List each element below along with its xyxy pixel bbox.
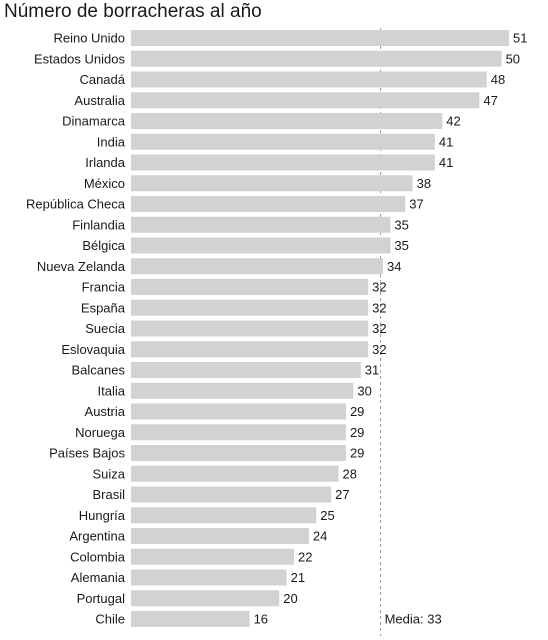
bar bbox=[131, 548, 295, 565]
value-label: 27 bbox=[335, 487, 349, 502]
category-label: Alemania bbox=[71, 570, 126, 585]
bar bbox=[131, 341, 369, 358]
category-label: República Checa bbox=[26, 197, 126, 212]
value-label: 24 bbox=[313, 529, 327, 544]
bar bbox=[131, 50, 502, 67]
value-label: 29 bbox=[350, 446, 364, 461]
bar bbox=[131, 507, 317, 524]
value-label: 48 bbox=[491, 72, 505, 87]
value-label: 41 bbox=[439, 134, 453, 149]
category-label: Suiza bbox=[92, 466, 125, 481]
category-label: Italia bbox=[98, 383, 126, 398]
bar bbox=[131, 258, 383, 275]
value-label: 29 bbox=[350, 425, 364, 440]
category-label: Estados Unidos bbox=[34, 51, 126, 66]
category-label: Portugal bbox=[77, 591, 126, 606]
category-label: Reino Unido bbox=[53, 31, 125, 46]
value-label: 42 bbox=[446, 114, 460, 129]
value-label: 16 bbox=[254, 612, 268, 627]
value-label: 38 bbox=[417, 176, 431, 191]
category-label: Argentina bbox=[69, 529, 125, 544]
category-label: Australia bbox=[74, 93, 125, 108]
bar bbox=[131, 382, 354, 399]
category-label: Hungría bbox=[79, 508, 126, 523]
category-label: Canadá bbox=[79, 72, 125, 87]
value-label: 37 bbox=[409, 197, 423, 212]
bar bbox=[131, 175, 413, 192]
category-label: Balcanes bbox=[72, 363, 126, 378]
value-label: 35 bbox=[394, 217, 408, 232]
category-label: Eslovaquia bbox=[61, 342, 125, 357]
category-label: Francia bbox=[82, 280, 126, 295]
value-label: 50 bbox=[506, 51, 520, 66]
category-label: Dinamarca bbox=[62, 114, 126, 129]
value-label: 29 bbox=[350, 404, 364, 419]
bar bbox=[131, 362, 361, 378]
bar bbox=[131, 403, 346, 420]
bar bbox=[131, 30, 509, 46]
category-label: Brasil bbox=[92, 487, 125, 502]
chart-title: Número de borracheras al año bbox=[4, 1, 262, 22]
bar bbox=[131, 196, 406, 212]
category-label: Países Bajos bbox=[49, 446, 125, 461]
value-label: 30 bbox=[357, 383, 371, 398]
bar bbox=[131, 113, 443, 129]
category-label: Bélgica bbox=[82, 238, 125, 253]
value-label: 32 bbox=[372, 280, 386, 295]
bars-layer: Reino Unido 51 Estados Unidos 50 Canadá 48 Aus… bbox=[26, 30, 527, 627]
value-label: 31 bbox=[365, 363, 379, 378]
mean-label: Media: 33 bbox=[385, 612, 442, 627]
category-label: Finlandia bbox=[72, 217, 126, 232]
category-label: España bbox=[81, 300, 126, 315]
category-label: México bbox=[84, 176, 125, 191]
value-label: 32 bbox=[372, 300, 386, 315]
bar bbox=[131, 237, 391, 254]
category-label: Nueva Zelanda bbox=[37, 259, 126, 274]
value-label: 35 bbox=[394, 238, 408, 253]
value-label: 51 bbox=[513, 31, 527, 46]
bar bbox=[131, 216, 391, 233]
value-label: 32 bbox=[372, 342, 386, 357]
bar bbox=[131, 299, 369, 316]
bar bbox=[131, 590, 280, 607]
category-label: Chile bbox=[95, 612, 125, 627]
bar bbox=[131, 486, 332, 503]
bar bbox=[131, 465, 339, 482]
value-label: 20 bbox=[283, 591, 297, 606]
bar bbox=[131, 133, 435, 150]
value-label: 21 bbox=[291, 570, 305, 585]
bar bbox=[131, 71, 487, 88]
bar bbox=[131, 320, 369, 337]
bar bbox=[131, 92, 480, 109]
value-label: 22 bbox=[298, 549, 312, 564]
bar bbox=[131, 424, 346, 441]
value-label: 41 bbox=[439, 155, 453, 170]
category-label: Irlanda bbox=[85, 155, 126, 170]
category-label: Suecia bbox=[85, 321, 126, 336]
value-label: 47 bbox=[483, 93, 497, 108]
category-label: Colombia bbox=[70, 549, 126, 564]
value-label: 28 bbox=[343, 466, 357, 481]
value-label: 25 bbox=[320, 508, 334, 523]
bar bbox=[131, 528, 309, 544]
bar bbox=[131, 154, 435, 171]
bar bbox=[131, 445, 346, 461]
category-label: Noruega bbox=[75, 425, 126, 440]
bar bbox=[131, 569, 287, 586]
value-label: 32 bbox=[372, 321, 386, 336]
category-label: India bbox=[97, 134, 126, 149]
bar bbox=[131, 279, 369, 295]
category-label: Austria bbox=[85, 404, 126, 419]
bar bbox=[131, 611, 250, 627]
value-label: 34 bbox=[387, 259, 401, 274]
